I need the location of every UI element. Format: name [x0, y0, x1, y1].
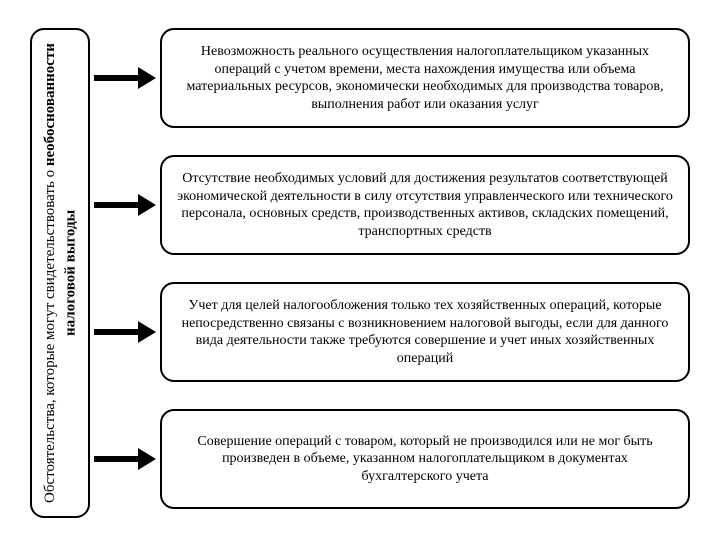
- arrow-icon: [94, 452, 158, 466]
- left-title-text: Обстоятельства, которые могут свидетельс…: [40, 42, 81, 504]
- content-box: Совершение операций с товаром, который н…: [160, 409, 690, 509]
- content-text: Совершение операций с товаром, который н…: [176, 433, 674, 486]
- content-box: Отсутствие необходимых условий для дости…: [160, 155, 690, 255]
- left-title-normal: Обстоятельства, которые могут свидетельс…: [42, 166, 58, 503]
- arrow-icon: [94, 325, 158, 339]
- content-text: Невозможность реального осуществления на…: [176, 43, 674, 113]
- arrow-icon: [94, 198, 158, 212]
- content-text: Учет для целей налогообложения только те…: [176, 297, 674, 367]
- content-box: Невозможность реального осуществления на…: [160, 28, 690, 128]
- left-title-box: Обстоятельства, которые могут свидетельс…: [30, 28, 90, 518]
- arrow-icon: [94, 71, 158, 85]
- content-text: Отсутствие необходимых условий для дости…: [176, 170, 674, 240]
- content-box: Учет для целей налогообложения только те…: [160, 282, 690, 382]
